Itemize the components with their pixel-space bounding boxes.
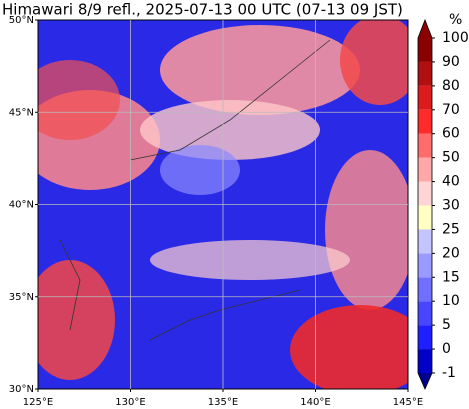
lat-label: 50°N (9, 15, 34, 26)
colorbar-label: 50 (442, 150, 460, 166)
title: Himawari 8/9 refl., 2025-07-13 00 UTC (0… (2, 1, 403, 19)
colorbar-label: 20 (442, 245, 460, 261)
colorbar-unit: % (449, 12, 462, 28)
lat-label: 45°N (9, 107, 34, 118)
colorbar-label: 80 (442, 78, 460, 94)
colorbar-segment (418, 253, 432, 278)
lon-label: 140°E (300, 397, 330, 408)
colorbar-label: 0 (442, 341, 451, 357)
colorbar-segment (418, 181, 432, 206)
colorbar-label: 60 (442, 126, 460, 142)
lon-label: 130°E (115, 397, 145, 408)
lon-label: 145°E (393, 397, 423, 408)
colorbar-segment (418, 301, 432, 326)
lat-label: 30°N (9, 384, 34, 395)
colorbar-label: 30 (442, 198, 460, 214)
colorbar-label: 10 (442, 293, 460, 309)
colorbar-label: 15 (442, 269, 460, 285)
satellite-image (38, 20, 408, 389)
lon-label: 125°E (23, 397, 53, 408)
colorbar-over (418, 20, 432, 38)
colorbar-segment (418, 325, 432, 350)
colorbar-label: 100 (442, 30, 469, 46)
colorbar-segment (418, 349, 432, 373)
colorbar-segment (418, 109, 432, 134)
colorbar-segment (418, 229, 432, 254)
colorbar-segment (418, 277, 432, 302)
lon-label: 135°E (208, 397, 238, 408)
colorbar-segment (418, 38, 432, 62)
colorbar-label: 90 (442, 54, 460, 70)
colorbar-label: 70 (442, 102, 460, 118)
colorbar-label: 25 (442, 221, 460, 237)
colorbar-segment (418, 61, 432, 86)
colorbar-under (418, 373, 432, 389)
colorbar-label: 5 (442, 317, 451, 333)
colorbar-label: -1 (442, 365, 456, 381)
lat-label: 40°N (9, 200, 34, 211)
colorbar-segment (418, 133, 432, 158)
colorbar-segment (418, 85, 432, 110)
lat-label: 35°N (9, 292, 34, 303)
colorbar-label: 40 (442, 174, 460, 190)
colorbar-segment (418, 157, 432, 182)
colorbar-segment (418, 205, 432, 230)
